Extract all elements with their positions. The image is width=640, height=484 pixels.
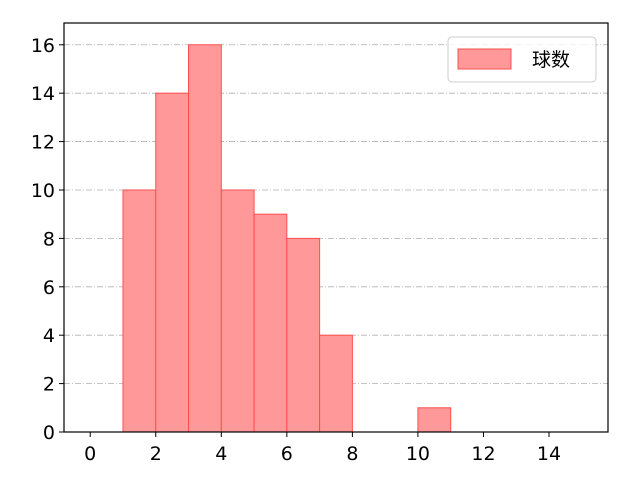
x-tick-label: 12 bbox=[471, 443, 495, 465]
y-tick-label: 14 bbox=[31, 83, 55, 105]
legend-label: 球数 bbox=[532, 49, 570, 71]
y-tick-label: 4 bbox=[43, 325, 55, 347]
y-tick-label: 2 bbox=[43, 374, 55, 396]
y-tick-label: 10 bbox=[31, 180, 55, 202]
y-tick-label: 8 bbox=[43, 228, 55, 250]
x-axis: 0 2 4 6 8 10 12 14 bbox=[84, 432, 561, 465]
x-tick-label: 0 bbox=[84, 443, 96, 465]
legend-swatch bbox=[457, 48, 512, 70]
histogram-bar bbox=[188, 44, 222, 433]
histogram-bar bbox=[155, 92, 190, 433]
histogram-bar bbox=[220, 189, 255, 433]
y-tick-label: 6 bbox=[43, 277, 55, 299]
x-tick-label: 4 bbox=[215, 443, 227, 465]
histogram-bar bbox=[253, 213, 288, 433]
y-tick-label: 0 bbox=[43, 422, 55, 444]
plot-frame bbox=[63, 22, 609, 433]
legend-frame bbox=[447, 36, 597, 83]
x-tick-label: 8 bbox=[346, 443, 358, 465]
bars bbox=[122, 44, 452, 433]
histogram-bar bbox=[417, 407, 452, 433]
legend: 球数 bbox=[447, 36, 597, 83]
x-tick-label: 10 bbox=[406, 443, 430, 465]
x-tick-label: 6 bbox=[281, 443, 293, 465]
y-axis: 0 2 4 6 8 10 12 14 16 bbox=[31, 35, 64, 444]
y-tick-label: 16 bbox=[31, 35, 55, 57]
y-tick-label: 12 bbox=[31, 132, 55, 154]
x-tick-label: 2 bbox=[150, 443, 162, 465]
x-tick-label: 14 bbox=[537, 443, 561, 465]
histogram-bar bbox=[286, 237, 321, 433]
histogram-bar bbox=[122, 189, 157, 433]
histogram-bar bbox=[319, 334, 353, 433]
